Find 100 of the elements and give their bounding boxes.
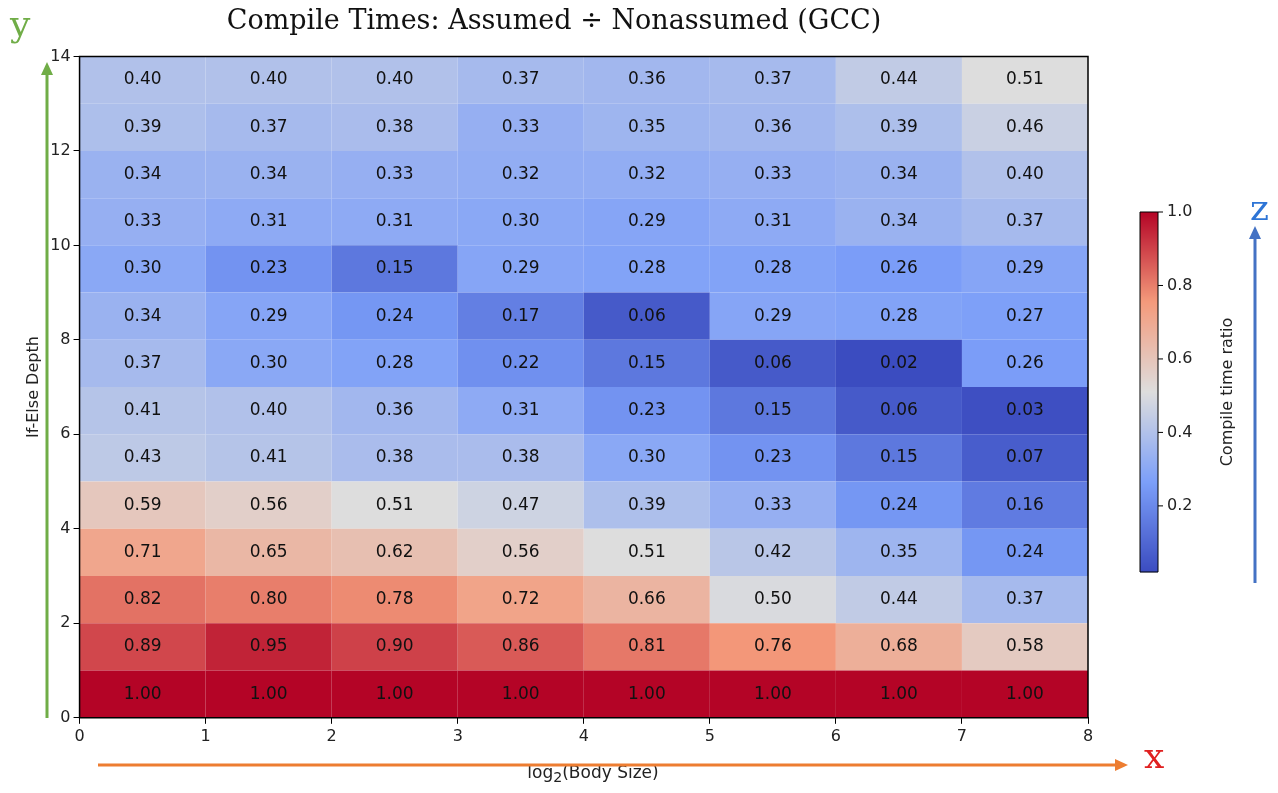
y-tick-label: 4 [60, 517, 71, 537]
data-label: 0.51 [375, 493, 414, 514]
data-label: 0.51 [1006, 68, 1044, 89]
data-label: 0.32 [627, 162, 666, 183]
data-label: 0.15 [879, 446, 918, 467]
data-label: 0.44 [879, 68, 918, 89]
data-label: 0.35 [627, 115, 666, 136]
data-label: 0.56 [501, 540, 540, 561]
data-label: 0.26 [1006, 351, 1044, 372]
data-label: 0.82 [123, 588, 162, 609]
data-label: 0.30 [249, 351, 288, 372]
data-label: 0.34 [879, 162, 918, 183]
data-label: 0.29 [501, 257, 540, 278]
data-label: 0.95 [249, 635, 288, 656]
data-label: 0.37 [1006, 588, 1044, 609]
color-bar-label: 0.6 [1167, 348, 1193, 368]
data-label: 0.29 [627, 210, 666, 231]
data-label: 0.06 [627, 304, 666, 325]
data-label: 0.40 [1006, 162, 1044, 183]
data-label: 0.26 [879, 257, 918, 278]
data-label: 0.33 [753, 162, 792, 183]
data-label: 0.66 [627, 588, 666, 609]
data-label: 0.34 [123, 304, 162, 325]
data-label: 0.37 [1006, 210, 1044, 231]
data-label: 0.31 [753, 210, 792, 231]
data-label: 0.41 [249, 446, 288, 467]
y-tick-label: 0 [60, 706, 71, 726]
data-label: 0.36 [375, 399, 414, 420]
y-tick-label: 14 [50, 45, 71, 65]
data-label: 0.30 [627, 446, 666, 467]
data-label: 0.37 [501, 68, 540, 89]
data-label: 0.31 [375, 210, 414, 231]
data-label: 0.35 [879, 540, 918, 561]
data-label: 0.62 [375, 540, 414, 561]
x-tick-label: 4 [578, 725, 589, 745]
data-label: 0.38 [375, 115, 414, 136]
data-label: 0.03 [1006, 399, 1044, 420]
x-tick-label: 2 [326, 725, 337, 745]
data-label: 0.06 [879, 399, 918, 420]
data-label: 0.59 [123, 493, 162, 514]
text: z [1250, 187, 1269, 228]
data-label: 0.40 [375, 68, 414, 89]
data-label: 0.30 [123, 257, 162, 278]
data-label: 0.81 [627, 635, 666, 656]
data-label: 0.39 [123, 115, 162, 136]
data-label: 0.22 [501, 351, 540, 372]
data-label: 0.24 [1006, 540, 1044, 561]
data-label: 1.00 [123, 682, 162, 703]
y-tick-label: 2 [60, 612, 71, 632]
data-label: 0.34 [123, 162, 162, 183]
data-label: 0.15 [375, 257, 414, 278]
data-label: 0.41 [123, 399, 162, 420]
data-label: 0.72 [501, 588, 540, 609]
x-tick-label: 1 [200, 725, 211, 745]
data-label: 0.43 [123, 446, 162, 467]
data-label: 0.29 [753, 304, 792, 325]
data-label: 0.39 [879, 115, 918, 136]
data-label: 1.00 [501, 682, 540, 703]
data-label: 0.68 [879, 635, 918, 656]
data-label: 0.36 [627, 68, 666, 89]
data-label: 0.33 [375, 162, 414, 183]
data-label: 0.36 [753, 115, 792, 136]
data-label: 0.37 [753, 68, 792, 89]
data-label: 0.39 [627, 493, 666, 514]
data-label: 0.07 [1006, 446, 1044, 467]
data-label: 0.34 [249, 162, 288, 183]
data-label: 0.31 [501, 399, 540, 420]
data-label: 0.89 [123, 635, 162, 656]
x-tick-label: 8 [1082, 725, 1094, 745]
data-label: 0.51 [627, 540, 666, 561]
data-label: 0.30 [501, 210, 540, 231]
data-label: 0.34 [879, 210, 918, 231]
chart-title: Compile Times: Assumed ÷ Nonassumed (GCC) [226, 4, 882, 36]
data-label: 1.00 [375, 682, 414, 703]
data-label: 0.24 [375, 304, 414, 325]
x-tick-label: 5 [704, 725, 715, 745]
data-label: 0.90 [375, 635, 414, 656]
data-label: 0.37 [123, 351, 162, 372]
data-label: 0.29 [1006, 257, 1044, 278]
data-label: 0.15 [753, 399, 792, 420]
data-label: 0.80 [249, 588, 288, 609]
x-tick-label: 6 [830, 725, 841, 745]
data-label: 0.40 [249, 399, 288, 420]
data-label: 0.78 [375, 588, 414, 609]
data-label: 1.00 [753, 682, 792, 703]
data-label: 0.50 [753, 588, 792, 609]
y-tick-label: 6 [60, 423, 71, 443]
data-label: 0.58 [1006, 635, 1044, 656]
data-label: 0.23 [753, 446, 792, 467]
data-label: 0.33 [123, 210, 162, 231]
color-bar-label: 0.2 [1167, 495, 1193, 515]
data-label: 1.00 [249, 682, 288, 703]
y-tick-label: 10 [50, 234, 71, 254]
y-tick-label: 12 [50, 140, 71, 160]
data-label: 0.28 [753, 257, 792, 278]
y-axis-title: If-Else Depth [22, 336, 42, 439]
color-bar-title: Compile time ratio [1217, 317, 1237, 467]
text: x [1144, 735, 1165, 776]
data-label: 0.17 [501, 304, 540, 325]
data-label: 0.02 [879, 351, 918, 372]
